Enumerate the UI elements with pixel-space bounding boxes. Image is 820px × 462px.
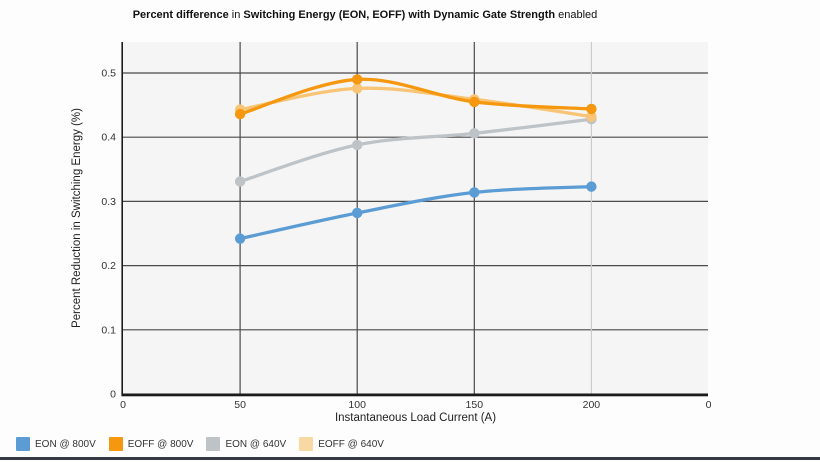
legend-swatch-eoff-640v (299, 437, 314, 451)
y-axis-line (121, 42, 123, 394)
x-tick-label: 0 (706, 399, 712, 411)
data-point-eon-800v (352, 207, 363, 219)
data-point-eon-800v (469, 187, 480, 198)
x-tick-label: 200 (583, 399, 601, 411)
legend-swatch-eon-640v (206, 437, 221, 451)
bottom-rule (0, 457, 820, 460)
chart-title-segment: in (228, 9, 244, 21)
legend-item-eoff-800v[interactable]: EOFF @ 800V (108, 437, 194, 451)
y-tick-label: 0.1 (101, 324, 116, 336)
data-point-eoff-800v (352, 74, 363, 85)
x-tick-label: 0 (120, 399, 126, 411)
x-tick-label: 100 (348, 399, 366, 411)
series-line-eoff-640v (238, 86, 594, 119)
data-point-eoff-800v (234, 108, 246, 120)
data-point-eon-800v (234, 233, 246, 244)
data-point-eon-640v (234, 176, 246, 187)
legend-label: EOFF @ 640V (318, 438, 384, 450)
legend-item-eon-800v[interactable]: EON @ 800V (16, 437, 96, 451)
legend-item-eoff-640v[interactable]: EOFF @ 640V (299, 437, 384, 451)
legend-label: EON @ 640V (225, 438, 287, 450)
chart-title-segment: enabled (555, 9, 598, 21)
y-tick-label: 0.4 (101, 132, 116, 144)
legend: EON @ 800V EOFF @ 800V EON @ 640V EOFF @… (16, 437, 384, 451)
chart-title-segment: Switching Energy (EON, EOFF) with Dynami… (243, 9, 556, 21)
data-point-eoff-640v (352, 83, 363, 94)
legend-swatch-eon-800v (16, 437, 30, 451)
data-point-eoff-800v (586, 103, 597, 115)
y-tick-label: 0.2 (101, 260, 116, 272)
legend-label: EOFF @ 800V (127, 438, 194, 450)
x-tick-label: 50 (234, 399, 246, 411)
legend-item-eon-640v[interactable]: EON @ 640V (206, 437, 286, 451)
legend-label: EON @ 800V (35, 438, 96, 450)
data-point-eoff-640v (586, 111, 597, 122)
data-point-eon-800v (586, 181, 597, 192)
y-tick-label: 0 (110, 389, 116, 401)
x-tick-label: 150 (466, 399, 484, 411)
data-point-eoff-800v (469, 96, 480, 108)
legend-swatch-eoff-800v (108, 437, 123, 451)
data-point-eon-640v (352, 139, 363, 151)
series-line-eon-800v (238, 184, 594, 241)
series-line-eon-640v (238, 117, 594, 184)
series-line-eoff-800v (238, 77, 594, 116)
plot-area (123, 42, 708, 394)
y-tick-label: 0.3 (101, 196, 116, 208)
x-axis-title: Instantaneous Load Current (A) (334, 412, 497, 424)
y-tick-label: 0.5 (101, 68, 116, 80)
x-axis-line (121, 393, 708, 397)
chart-title-segment: Percent difference (132, 9, 229, 21)
y-axis-title: Percent Reduction in Switching Energy (%… (71, 108, 83, 328)
data-point-eon-640v (469, 128, 480, 139)
chart-title: Percent difference in Switching Energy (… (0, 9, 730, 21)
